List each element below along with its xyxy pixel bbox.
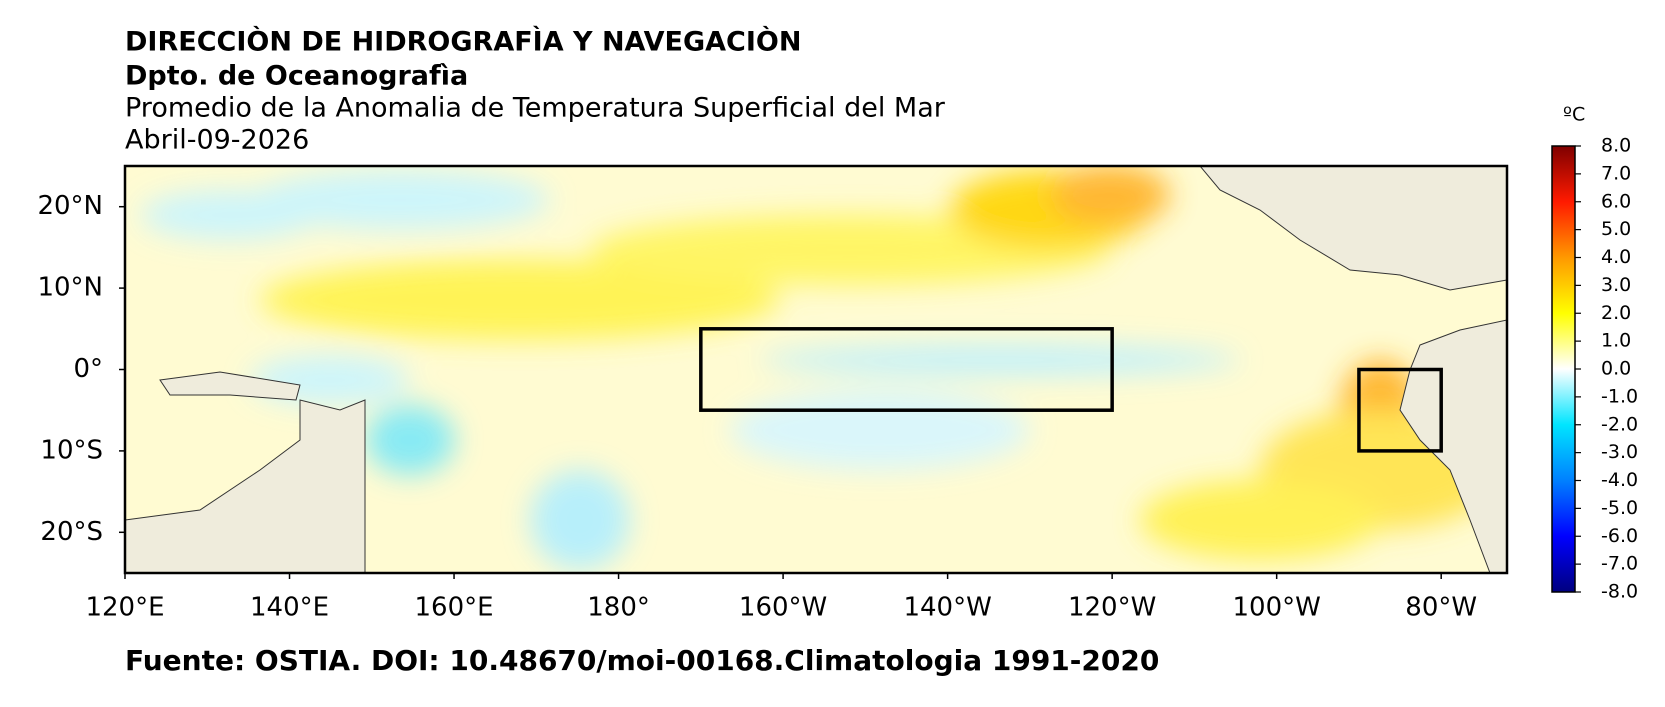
y-tick-label: 10°S: [40, 435, 103, 465]
colorbar-tick-label: 0.0: [1601, 358, 1631, 380]
colorbar-tick-label: 8.0: [1601, 135, 1631, 157]
colorbar-tick-label: -2.0: [1601, 413, 1638, 435]
sst-field: [125, 166, 1507, 573]
y-tick-label: 20°S: [40, 517, 103, 547]
source: Fuente: OSTIA. DOI: 10.48670/moi-00168.C…: [125, 644, 1159, 677]
region-box: [1357, 367, 1443, 453]
x-tick-label: 140°W: [903, 593, 991, 623]
description: Promedio de la Anomalia de Temperatura S…: [125, 93, 946, 124]
x-tick-label: 80°W: [1405, 593, 1477, 623]
region-box: [699, 327, 1114, 412]
colorbar-tick-label: -4.0: [1601, 469, 1638, 491]
colorbar-tick-label: -6.0: [1601, 525, 1638, 547]
x-tick-label: 120°E: [85, 593, 164, 623]
colorbar-tick-label: 6.0: [1601, 190, 1631, 212]
x-tick-label: 140°E: [250, 593, 329, 623]
colorbar-tick-label: 4.0: [1601, 246, 1631, 268]
colorbar-tick-label: 2.0: [1601, 302, 1631, 324]
colorbar-tick-label: 7.0: [1601, 162, 1631, 184]
y-tick-label: 10°N: [37, 273, 103, 303]
colorbar-tick-label: -1.0: [1601, 385, 1638, 407]
x-tick-label: 180°: [587, 593, 650, 623]
colorbar-tick-label: -7.0: [1601, 553, 1638, 575]
colorbar-tick-label: 1.0: [1601, 330, 1631, 352]
subtitle: Dpto. de Oceanografìa: [125, 61, 468, 92]
x-tick-label: 160°W: [739, 593, 827, 623]
y-tick-label: 0°: [73, 354, 103, 384]
colorbar-label: ºC: [1563, 104, 1585, 126]
x-tick-label: 100°W: [1232, 593, 1320, 623]
colorbar-tick-label: 5.0: [1601, 218, 1631, 240]
date: Abril-09-2026: [125, 125, 309, 156]
title: DIRECCIÒN DE HIDROGRAFÌA Y NAVEGACIÒN: [125, 26, 801, 58]
colorbar-tick-label: -8.0: [1601, 581, 1638, 603]
x-tick-label: 120°W: [1068, 593, 1156, 623]
y-tick-label: 20°N: [37, 191, 103, 221]
colorbar-tick-label: 3.0: [1601, 274, 1631, 296]
x-tick-label: 160°E: [415, 593, 494, 623]
colorbar-tick-label: -5.0: [1601, 497, 1638, 519]
colorbar-tick-label: -3.0: [1601, 441, 1638, 463]
colorbar: [1551, 145, 1576, 593]
